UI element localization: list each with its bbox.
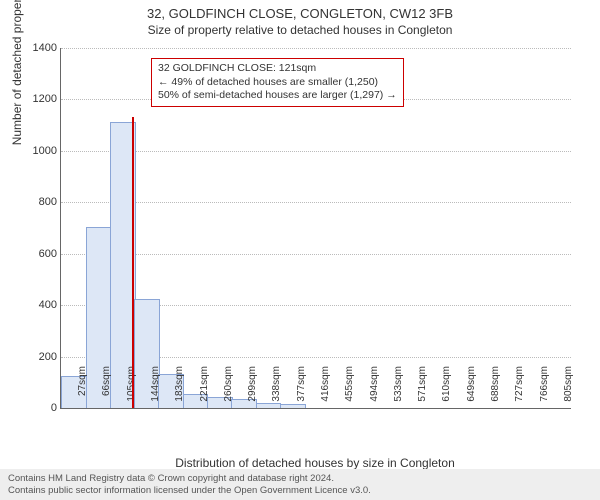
y-axis-label: Number of detached properties bbox=[10, 0, 24, 145]
xtick-label: 338sqm bbox=[271, 366, 282, 410]
footer: Contains HM Land Registry data © Crown c… bbox=[0, 469, 600, 500]
xtick-label: 727sqm bbox=[514, 366, 525, 410]
xtick-label: 494sqm bbox=[369, 366, 380, 410]
ytick-label: 200 bbox=[17, 351, 57, 363]
xtick-label: 299sqm bbox=[247, 366, 258, 410]
info-box-line: 50% of semi-detached houses are larger (… bbox=[158, 89, 397, 103]
xtick-label: 610sqm bbox=[441, 366, 452, 410]
info-box-line: 32 GOLDFINCH CLOSE: 121sqm bbox=[158, 62, 397, 76]
chart-title: 32, GOLDFINCH CLOSE, CONGLETON, CW12 3FB bbox=[0, 0, 600, 21]
xtick-label: 377sqm bbox=[296, 366, 307, 410]
xtick-label: 533sqm bbox=[393, 366, 404, 410]
footer-line-2: Contains public sector information licen… bbox=[8, 485, 592, 496]
xtick-label: 649sqm bbox=[466, 366, 477, 410]
xtick-label: 260sqm bbox=[223, 366, 234, 410]
ytick-label: 1400 bbox=[17, 42, 57, 54]
ytick-label: 600 bbox=[17, 248, 57, 260]
chart-subtitle: Size of property relative to detached ho… bbox=[0, 21, 600, 37]
plot-region: 020040060080010001200140027sqm66sqm105sq… bbox=[60, 48, 571, 409]
xtick-label: 416sqm bbox=[320, 366, 331, 410]
xtick-label: 144sqm bbox=[150, 366, 161, 410]
ytick-label: 1000 bbox=[17, 145, 57, 157]
xtick-label: 688sqm bbox=[490, 366, 501, 410]
chart-area: Number of detached properties 0200400600… bbox=[60, 48, 570, 408]
xtick-label: 805sqm bbox=[563, 366, 574, 410]
ytick-label: 400 bbox=[17, 299, 57, 311]
x-axis-label: Distribution of detached houses by size … bbox=[60, 456, 570, 470]
ytick-label: 1200 bbox=[17, 93, 57, 105]
gridline bbox=[61, 48, 571, 49]
xtick-label: 66sqm bbox=[101, 366, 112, 410]
ytick-label: 0 bbox=[17, 402, 57, 414]
gridline bbox=[61, 202, 571, 203]
gridline bbox=[61, 151, 571, 152]
xtick-label: 571sqm bbox=[417, 366, 428, 410]
xtick-label: 27sqm bbox=[77, 366, 88, 410]
property-marker-line bbox=[132, 117, 134, 408]
xtick-label: 455sqm bbox=[344, 366, 355, 410]
xtick-label: 766sqm bbox=[539, 366, 550, 410]
footer-line-1: Contains HM Land Registry data © Crown c… bbox=[8, 473, 592, 484]
gridline bbox=[61, 254, 571, 255]
info-box-line: ← 49% of detached houses are smaller (1,… bbox=[158, 76, 397, 90]
ytick-label: 800 bbox=[17, 196, 57, 208]
xtick-label: 183sqm bbox=[174, 366, 185, 410]
xtick-label: 221sqm bbox=[199, 366, 210, 410]
chart-container: 32, GOLDFINCH CLOSE, CONGLETON, CW12 3FB… bbox=[0, 0, 600, 500]
info-box: 32 GOLDFINCH CLOSE: 121sqm← 49% of detac… bbox=[151, 58, 404, 107]
